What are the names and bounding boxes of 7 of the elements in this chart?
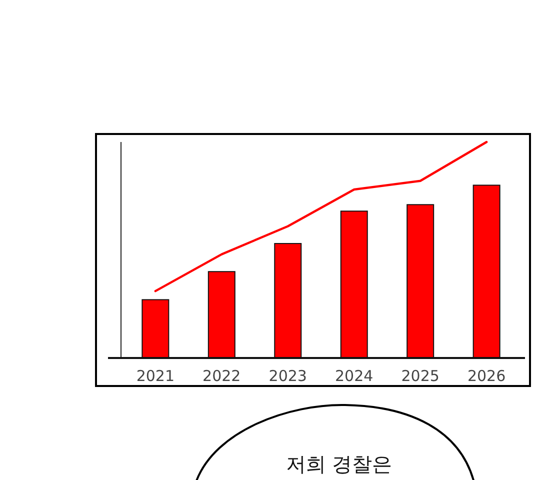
text: 저희 경찰은	[286, 452, 392, 476]
x-tick-label: 2026	[467, 367, 506, 385]
x-tick-label: 2021	[136, 367, 175, 385]
x-tick-label: 2023	[268, 367, 307, 385]
x-tick-label: 2024	[335, 367, 374, 385]
x-tick-label: 2022	[202, 367, 241, 385]
x-tick-label: 2025	[401, 367, 440, 385]
